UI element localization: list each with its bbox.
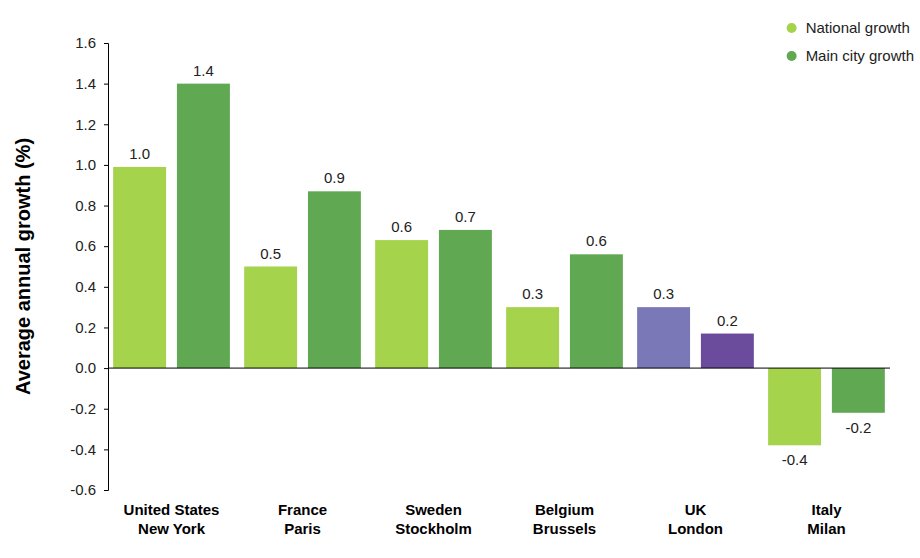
legend-label: Main city growth — [806, 47, 914, 64]
y-tick: 0.4 — [75, 278, 108, 295]
y-tick: 0.6 — [75, 237, 108, 254]
x-tick: UKLondon — [668, 490, 723, 537]
y-tick-label: 1.2 — [75, 116, 96, 133]
bar — [701, 334, 754, 369]
bar — [506, 307, 559, 368]
data-label: 1.0 — [129, 145, 150, 162]
y-tick: -0.4 — [70, 441, 108, 458]
x-tick-label: SwedenStockholm — [395, 501, 472, 538]
y-tick-mark — [104, 246, 108, 247]
data-labels: 1.0 0.5 0.6 0.3 0.3 -0.4 1.4 0.9 0.7 0.6 0.2 -0.2 — [129, 62, 871, 469]
y-tick-mark — [104, 327, 108, 328]
x-tick: BelgiumBrussels — [533, 490, 596, 537]
data-label: 0.6 — [586, 232, 607, 249]
bar — [570, 254, 623, 368]
y-tick-label: 1.0 — [75, 156, 96, 173]
y-axis-title: Average annual growth (%) — [12, 138, 34, 395]
data-label: 0.3 — [653, 285, 674, 302]
y-axis-line — [104, 44, 109, 491]
y-tick-label: 0.4 — [75, 278, 96, 295]
bar — [177, 84, 230, 368]
legend-label: National growth — [806, 19, 910, 36]
x-tick: FranceParis — [278, 490, 327, 537]
y-tick-label: -0.2 — [70, 400, 96, 417]
y-tick-label: 0.8 — [75, 197, 96, 214]
y-tick-mark — [104, 124, 108, 125]
bar — [375, 240, 428, 368]
data-label: 0.6 — [391, 218, 412, 235]
y-tick-mark — [104, 368, 108, 369]
x-tick-label: United StatesNew York — [124, 501, 220, 538]
y-tick-label: 0.6 — [75, 237, 96, 254]
y-tick-mark — [104, 490, 108, 491]
y-tick: 0.0 — [75, 359, 108, 376]
legend-item: Main city growth — [787, 47, 914, 64]
x-axis: United StatesNew York FranceParis SwedenSt… — [124, 490, 846, 537]
y-tick: 0.8 — [75, 197, 108, 214]
data-label: 0.9 — [324, 169, 345, 186]
y-tick-mark — [104, 206, 108, 207]
x-tick-label: UKLondon — [668, 501, 723, 538]
y-tick: 1.0 — [75, 156, 108, 173]
y-tick: -0.6 — [70, 481, 108, 498]
baseline — [108, 368, 890, 369]
y-tick: -0.2 — [70, 400, 108, 417]
bar — [244, 267, 297, 369]
y-tick-mark — [104, 43, 108, 44]
bar — [439, 230, 492, 368]
bar — [308, 191, 361, 368]
x-tick: United StatesNew York — [124, 490, 220, 537]
y-tick-mark — [104, 287, 108, 288]
y-tick-label: -0.4 — [70, 441, 96, 458]
x-tick: ItalyMilan — [807, 490, 845, 537]
x-tick: SwedenStockholm — [395, 490, 472, 537]
bars — [113, 84, 885, 446]
legend: National growth Main city growth — [787, 19, 914, 64]
y-tick: 0.2 — [75, 319, 108, 336]
data-label: -0.4 — [782, 451, 808, 468]
bar — [832, 368, 885, 413]
data-label: 0.2 — [717, 312, 738, 329]
y-tick-mark — [104, 409, 108, 410]
y-tick-label: 0.0 — [75, 359, 96, 376]
data-label: -0.2 — [845, 419, 871, 436]
y-tick: 1.2 — [75, 116, 108, 133]
data-label: 0.5 — [260, 245, 281, 262]
legend-swatch — [787, 23, 797, 33]
y-tick-mark — [104, 165, 108, 166]
y-tick: 1.6 — [75, 34, 108, 51]
y-tick-label: -0.6 — [70, 481, 96, 498]
data-label: 1.4 — [193, 62, 214, 79]
y-tick-label: 1.4 — [75, 75, 96, 92]
data-label: 0.7 — [455, 208, 476, 225]
x-tick-label: FranceParis — [278, 501, 327, 538]
legend-item: National growth — [787, 19, 910, 36]
y-tick-mark — [104, 449, 108, 450]
bar — [768, 368, 821, 445]
data-label: 0.3 — [522, 285, 543, 302]
bar — [637, 307, 690, 368]
x-tick-label: ItalyMilan — [807, 501, 845, 538]
y-tick-label: 0.2 — [75, 319, 96, 336]
bar — [113, 167, 166, 368]
y-tick-mark — [104, 84, 108, 85]
y-tick-label: 1.6 — [75, 34, 96, 51]
y-tick: 1.4 — [75, 75, 108, 92]
y-axis: -0.6 -0.4 -0.2 0.0 0.2 0.4 0.6 0.8 1.0 1.2 1.4 1.6 — [70, 34, 108, 498]
x-tick-label: BelgiumBrussels — [533, 501, 596, 538]
legend-swatch — [787, 51, 797, 61]
chart: -0.6 -0.4 -0.2 0.0 0.2 0.4 0.6 0.8 1.0 1.2 1.4 1.6 U… — [0, 0, 920, 558]
